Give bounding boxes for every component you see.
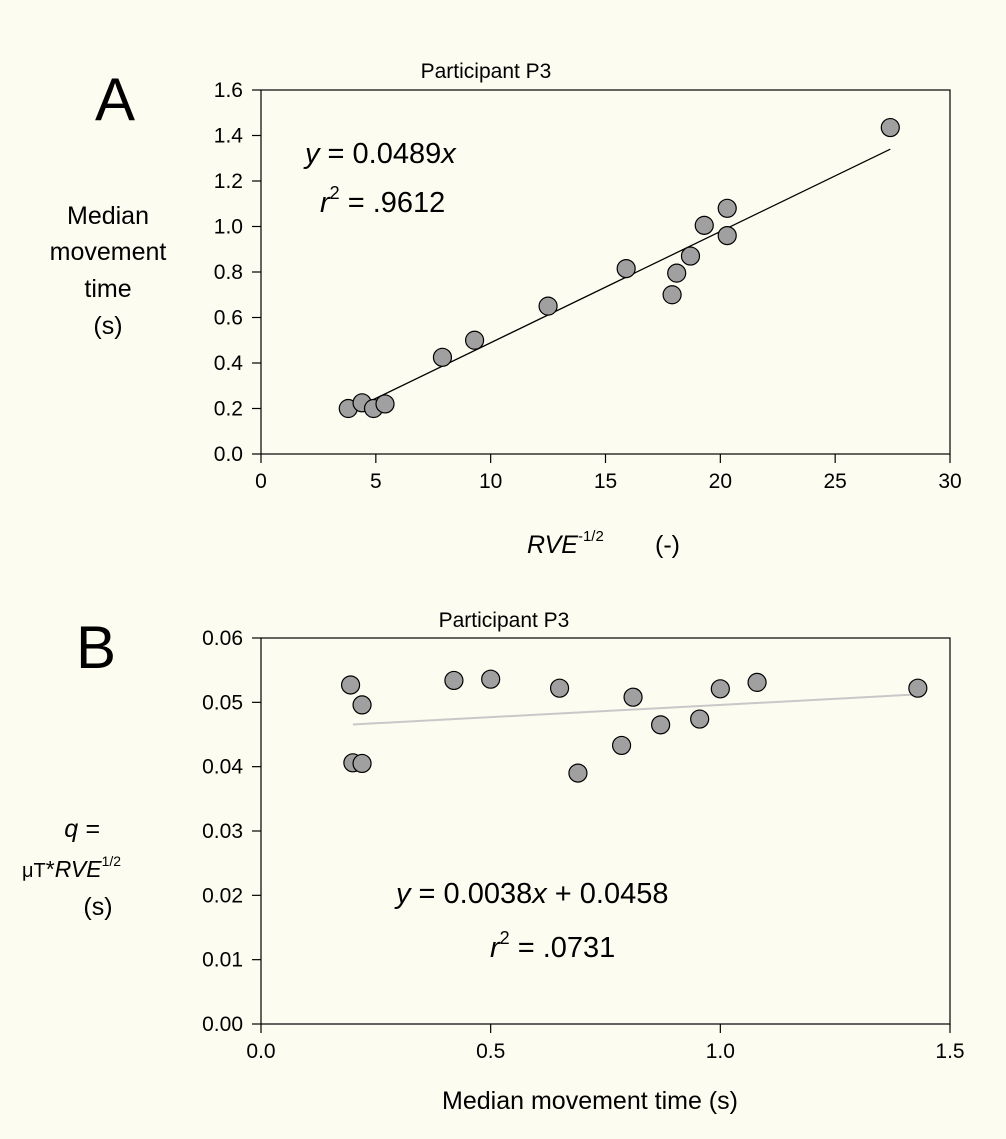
panel-b-ytick-label: 0.05 [202, 691, 243, 714]
panel-a-data-point [880, 117, 900, 138]
panel-b-data-point [340, 675, 361, 695]
panel-b-data-point [481, 669, 501, 689]
panel-b-data-point [444, 670, 464, 691]
panel-b-r2-value: = .0731 [510, 932, 616, 964]
panel-a-equation-body: = 0.0489 [320, 138, 442, 170]
panel-a-ytick-label: 0.0 [214, 443, 243, 466]
panel-b-r2-base: r [490, 932, 501, 964]
panel-a-xtick-label: 30 [938, 470, 961, 493]
panel-a-r2: r2 = .9612 [320, 183, 445, 219]
panel-b-data-point [611, 735, 632, 756]
panel-b-title: Participant P3 [439, 609, 570, 632]
panel-b-label: B [76, 614, 116, 681]
panel-a-ytick-label: 1.2 [214, 170, 243, 193]
panel-a-xtick-label: 0 [255, 470, 267, 493]
panel-a-equation: y = 0.0489x [303, 138, 457, 170]
panel-b-equation-lhs: y [394, 878, 412, 910]
panel-b-data-point [747, 672, 767, 692]
panel-a-ytick-label: 0.4 [214, 352, 244, 375]
panel-a-xlabel-sup: -1/2 [578, 528, 604, 545]
panel-b-ytick-label: 0.01 [202, 949, 243, 972]
panel-b-ylabel-q: q = [64, 815, 99, 843]
panel-a-ytick-label: 1.0 [214, 216, 243, 239]
panel-a-xtick-label: 15 [594, 470, 617, 493]
panel-a-data-point [694, 215, 714, 235]
panel-a-r2-base: r [320, 187, 331, 219]
panel-a-xlabel: RVE-1/2 (-) [527, 528, 680, 559]
panel-a-equation-var: x [439, 138, 457, 170]
panel-a-data-point [464, 330, 485, 350]
panel-b-ylabel-line-2: μT*RVE1/2 [22, 853, 121, 882]
panel-a-ytick-label: 1.4 [214, 125, 244, 148]
panel-b-equation-var: x [530, 878, 548, 910]
panel-a-xtick-label: 20 [709, 470, 732, 493]
panel-a-data-point [375, 394, 395, 414]
panel-a-ylabel-line-4: (s) [93, 312, 122, 340]
panel-b-xtick-label: 1.0 [706, 1040, 735, 1063]
panel-a-equation-lhs: y [303, 138, 321, 170]
panel-a-xlabel-suffix: (-) [655, 531, 680, 559]
panel-b-xtick-label: 0.0 [246, 1040, 275, 1063]
panel-b-ylabel-unit: (s) [83, 893, 112, 921]
panel-b-ytick-label: 0.02 [202, 884, 243, 907]
panel-a-plot: 0.0 0.2 0.4 0.6 0.8 1.0 1.2 1.4 1.6 0 5 10 15 20 25 30 [214, 79, 962, 493]
panel-b-data-point [352, 753, 372, 774]
panel-b-xlabel: Median movement time (s) [442, 1087, 738, 1115]
panel-a-ytick-label: 0.2 [214, 398, 243, 421]
panel-b-ytick-label: 0.04 [202, 756, 243, 779]
panel-b: B Participant P3 q = μT*RVE1/2 (s) Media… [22, 609, 965, 1115]
panel-a-data-point [662, 285, 682, 305]
panel-a-data-point [717, 198, 737, 218]
panel-a-regression-line [347, 148, 891, 413]
panel-b-ytick-label: 0.03 [202, 820, 243, 843]
panel-b-data-point [352, 695, 372, 715]
panel-a-ylabel-line-1: Median [67, 202, 149, 230]
panel-a-data-point [680, 246, 701, 266]
panel-b-xtick-label: 1.5 [935, 1040, 964, 1063]
panel-a-xtick-label: 10 [479, 470, 502, 493]
panel-a-ytick-label: 0.6 [214, 307, 243, 330]
panel-b-ytick-label: 0.06 [202, 627, 243, 650]
panel-a: A Participant P3 Median movement time (s… [50, 60, 962, 559]
panel-a-xlabel-base: RVE [527, 531, 578, 559]
panel-a-ytick-label: 1.6 [214, 79, 243, 102]
panel-b-data-point [908, 678, 928, 698]
panel-a-data-point [616, 258, 636, 279]
panel-b-equation-rest: + 0.0458 [547, 878, 669, 910]
panel-b-equation: y = 0.0038x + 0.0458 [394, 878, 669, 910]
panel-b-equation-body: = 0.0038 [411, 878, 533, 910]
panel-b-r2-sup: 2 [500, 928, 510, 948]
panel-a-xtick-label: 25 [823, 470, 846, 493]
panel-a-ylabel-line-2: movement [50, 238, 167, 266]
panel-b-ylabel-star: * [46, 856, 55, 882]
panel-a-r2-value: = .9612 [340, 187, 446, 219]
panel-b-data-point [651, 715, 671, 735]
panel-b-data-point [710, 679, 730, 699]
panel-b-ylabel-line-1: q = [64, 815, 99, 843]
panel-a-data-point [717, 226, 737, 246]
panel-b-ylabel-sup: 1/2 [102, 853, 122, 869]
panel-b-data-point [568, 763, 588, 783]
panel-a-label: A [95, 66, 135, 133]
panel-b-regression-line [352, 693, 918, 726]
panel-b-ytick-label: 0.00 [202, 1013, 243, 1036]
panel-b-data-point [549, 678, 570, 698]
panel-a-data-point [538, 296, 558, 316]
panel-a-r2-sup: 2 [330, 183, 340, 203]
panel-b-r2: r2 = .0731 [490, 928, 615, 964]
panel-a-data-point [667, 263, 687, 283]
panel-a-ylabel-line-3: time [84, 275, 131, 303]
panel-b-data-point [690, 709, 710, 729]
panel-a-title: Participant P3 [421, 60, 552, 83]
panel-a-ytick-label: 0.8 [214, 261, 243, 284]
panel-b-xtick-label: 0.5 [476, 1040, 505, 1063]
panel-b-ylabel-mu: μT [22, 860, 46, 882]
panel-a-data-point [432, 347, 453, 367]
panel-b-ylabel-base: RVE [55, 856, 103, 882]
panel-b-data-point [623, 687, 643, 707]
panel-a-xtick-label: 5 [370, 470, 382, 493]
panel-b-plot: 0.00 0.01 0.02 0.03 0.04 0.05 0.06 0.0 0.5 1.0 1.5 [202, 627, 964, 1063]
